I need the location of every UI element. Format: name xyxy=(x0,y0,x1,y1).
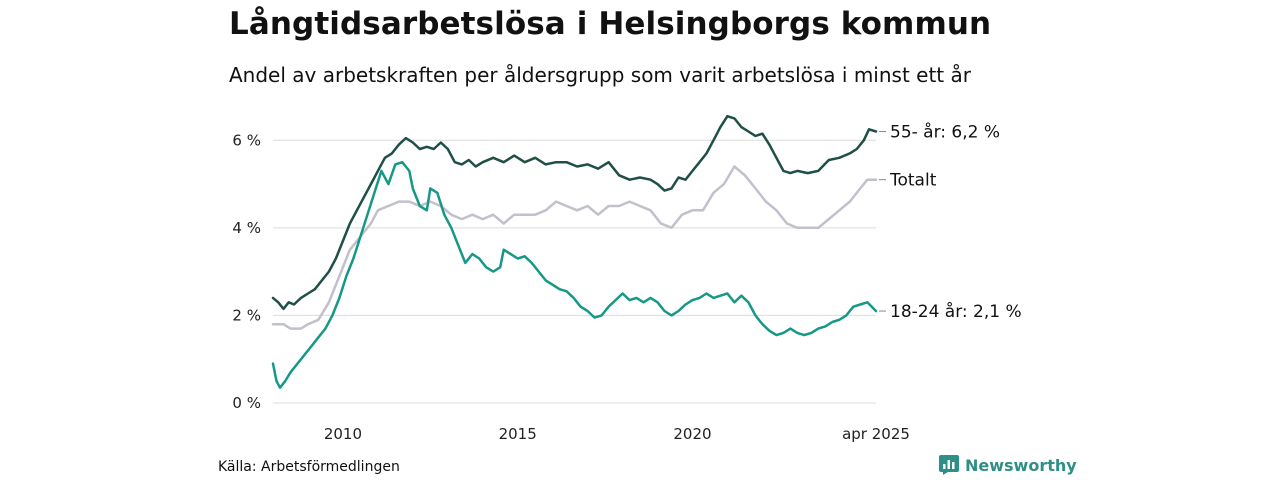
brand-name: Newsworthy xyxy=(965,455,1077,475)
x-tick-label: 2010 xyxy=(324,425,362,443)
series-line-55[interactable] xyxy=(271,114,878,311)
x-tick-label: apr 2025 xyxy=(842,425,910,443)
y-tick-label: 0 % xyxy=(232,394,261,412)
y-tick-label: 2 % xyxy=(232,306,261,324)
end-label-55: 55- år: 6,2 % xyxy=(890,122,1000,143)
end-label-18-24: 18-24 år: 2,1 % xyxy=(890,301,1022,322)
x-tick-label: 2015 xyxy=(499,425,537,443)
x-tick-label: 2020 xyxy=(673,425,711,443)
series-line-totalt[interactable] xyxy=(271,165,878,330)
chart-title: Långtidsarbetslösa i Helsingborgs kommun xyxy=(229,6,992,42)
series-line-18-24[interactable] xyxy=(271,160,878,389)
brand-logo[interactable]: Newsworthy xyxy=(939,455,1077,475)
source-note: Källa: Arbetsförmedlingen xyxy=(218,459,400,475)
newsworthy-logo-icon xyxy=(939,455,959,475)
y-tick-label: 4 % xyxy=(232,219,261,237)
chart-subtitle: Andel av arbetskraften per åldersgrupp s… xyxy=(229,63,971,87)
end-label-totalt: Totalt xyxy=(889,171,937,191)
y-tick-label: 6 % xyxy=(232,131,261,149)
